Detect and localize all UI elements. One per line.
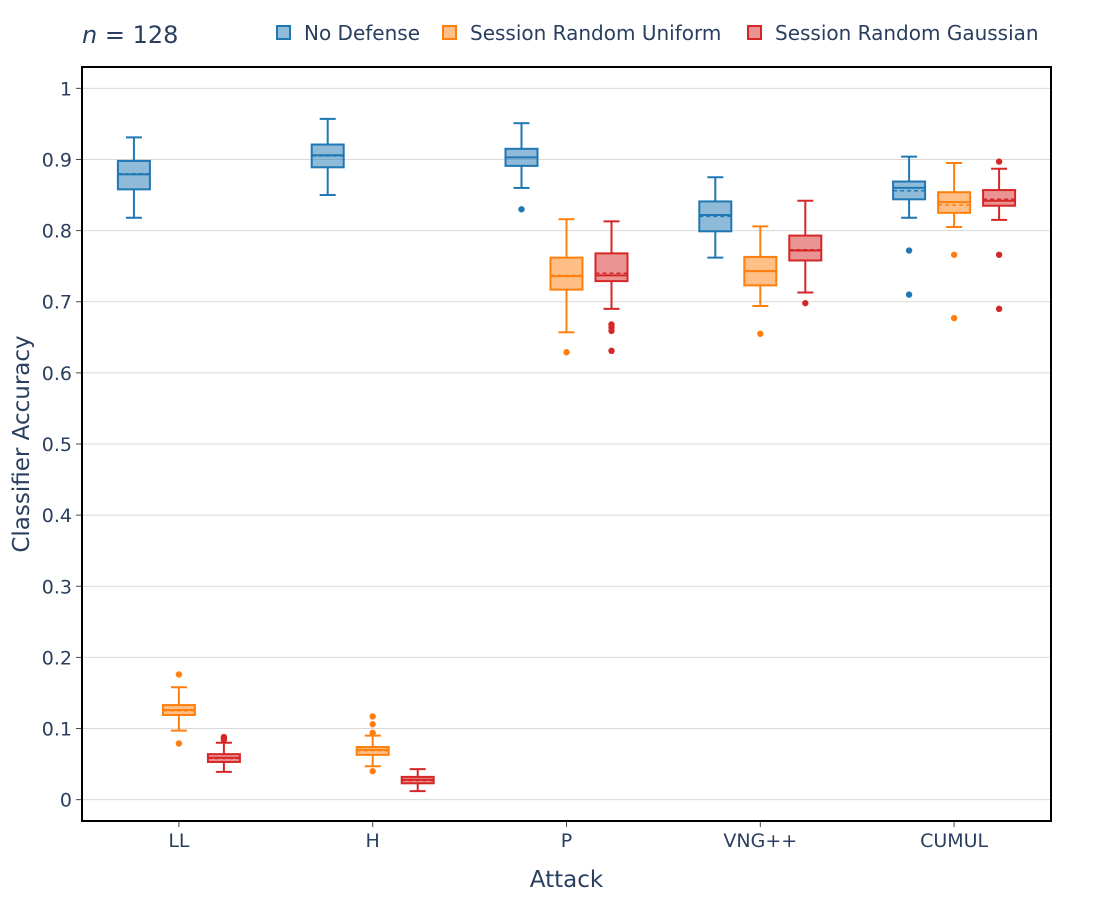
x-tick-label: P [561,830,572,852]
y-tick-label: 0.6 [42,363,72,385]
legend-label: Session Random Uniform [470,21,721,45]
box-ll-session-random-gaussian [206,733,241,773]
outlier-point [369,729,376,736]
box-body [549,256,584,291]
box-cumul-no-defense [892,155,927,298]
outlier-point [518,206,525,213]
y-tick-label: 0.3 [42,576,72,598]
outlier-point [220,736,228,744]
x-tick-label: LL [168,830,190,852]
outlier-point [995,305,1003,313]
box-h-session-random-uniform [355,713,390,775]
outlier-point [175,671,183,678]
box-vng-session-random-uniform [743,225,778,337]
outlier-point [950,251,958,258]
box-body [788,234,823,262]
sample-size-annotation: n = 128 [82,21,178,49]
box-vng-session-random-gaussian [788,199,823,307]
outlier-point [175,740,183,747]
outlier-point [608,327,615,335]
sample-size-value: = 128 [97,21,178,49]
y-axis-title: Classifier Accuracy [9,335,35,552]
y-tick-label: 0.9 [42,149,72,171]
x-axis-ticks: LL H P VNG++ CUMUL [168,821,989,852]
y-tick-label: 0.7 [42,292,72,314]
box-ll-no-defense [116,136,151,219]
y-tick-label: 0.1 [42,719,72,741]
series-no-defense [116,117,927,298]
legend-label: No Defense [304,21,420,45]
outlier-point [757,330,764,337]
y-tick-label: 0.2 [42,647,72,669]
y-tick-label: 0.8 [42,221,72,243]
legend-item-no-defense: No Defense [276,21,420,45]
sample-size-symbol: n [82,21,97,49]
legend-label: Session Random Gaussian [775,21,1039,45]
y-tick-label: 1 [60,78,72,100]
legend-swatch [442,25,457,40]
outlier-point [995,158,1003,165]
box-h-session-random-gaussian [400,768,435,793]
box-body [982,189,1017,207]
box-p-session-random-uniform [549,218,584,356]
legend-item-session-random-uniform: Session Random Uniform [442,21,721,45]
x-tick-label: H [366,830,380,852]
outlier-point [950,314,958,322]
legend: No Defense Session Random Uniform Session … [276,21,1039,45]
box-cumul-session-random-uniform [937,162,972,322]
outlier-point [369,768,376,775]
outlier-point [369,713,376,720]
plot-area-border [81,66,1052,822]
outlier-point [905,291,913,298]
box-p-session-random-gaussian [594,220,629,355]
outlier-point [802,299,809,307]
y-axis-ticks: 0 0.1 0.2 0.3 0.4 0.5 0.6 0.7 0.8 0.9 1 [42,78,82,812]
outlier-point [608,347,615,355]
outlier-point [995,251,1003,258]
box-p-no-defense [504,122,539,213]
y-tick-label: 0.4 [42,505,72,527]
box-body [594,252,629,283]
x-tick-label: CUMUL [920,830,988,852]
box-ll-session-random-uniform [161,671,196,747]
series-session-random-gaussian [206,158,1017,793]
legend-swatch [747,25,762,40]
box-cumul-session-random-gaussian [982,158,1017,313]
x-tick-label: VNG++ [723,830,797,852]
box-series [116,117,1017,793]
x-axis-title: Attack [530,867,604,893]
legend-swatch [276,25,291,40]
series-session-random-uniform [161,162,972,775]
y-tick-label: 0 [60,790,72,812]
box-h-no-defense [310,117,345,197]
box-vng-no-defense [698,176,733,259]
y-tick-label: 0.5 [42,434,72,456]
outlier-point [905,247,913,254]
outlier-point [369,721,376,728]
legend-item-session-random-gaussian: Session Random Gaussian [747,21,1039,45]
outlier-point [563,349,570,356]
